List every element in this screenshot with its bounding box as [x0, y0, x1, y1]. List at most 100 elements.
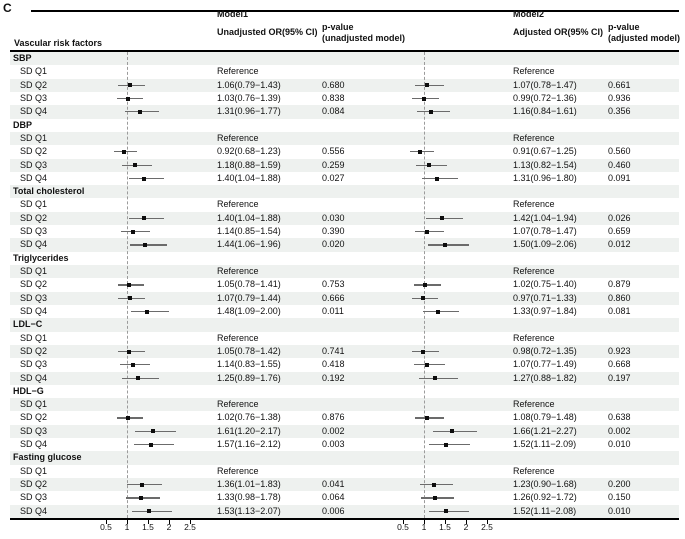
p-value-model1: 0.011	[322, 305, 344, 316]
or-marker-model2	[443, 509, 448, 514]
ci-line-model2	[415, 417, 445, 419]
ci-line-model2	[414, 84, 444, 86]
axis-tick-model1	[169, 520, 170, 524]
row-label: SD Q1	[20, 266, 48, 276]
or-value-model1: 1.31(0.96−1.77)	[217, 106, 281, 117]
ci-line-model1	[126, 497, 160, 499]
or-value-model1: 1.06(0.79−1.43)	[217, 79, 281, 90]
axis-tick-label-model2: 2.5	[481, 522, 493, 532]
row-label: SD Q3	[20, 159, 48, 170]
p-value-model2: 0.200	[608, 479, 631, 489]
p-value-model2: 0.659	[608, 226, 631, 237]
or-marker-model2	[435, 176, 440, 181]
p-value-model1: 0.259	[322, 159, 345, 170]
p-value-model2: 0.010	[608, 439, 631, 450]
row-label: SD Q3	[20, 92, 48, 103]
or-marker-model1	[127, 349, 132, 354]
or-value-model2: 1.52(1.11−2.09)	[513, 439, 577, 450]
or-value-model1: 1.48(1.09−2.00)	[217, 305, 281, 316]
risk-factor-row: SD Q4 1.48(1.09−2.00) 0.011 1.33(0.97−1.84)…	[10, 305, 679, 318]
ci-line-model2	[418, 377, 459, 379]
row-label: SD Q3	[20, 226, 48, 237]
p-value-model1: 0.680	[322, 79, 345, 90]
or-value-model2: 1.31(0.96−1.80)	[513, 172, 577, 183]
or-marker-model2	[431, 482, 436, 487]
or-marker-model2	[421, 96, 426, 101]
ci-line-model1	[133, 444, 175, 446]
section-header-row: SBP	[10, 52, 679, 66]
or-value-model1: 1.03(0.76−1.39)	[217, 92, 281, 103]
ci-line-model1	[129, 244, 168, 246]
model1-title: Model1	[217, 9, 249, 19]
risk-factor-row: SD Q4 1.31(0.96−1.77) 0.084 1.16(0.84−1.61)…	[10, 105, 679, 119]
row-label: SD Q4	[20, 305, 48, 316]
ci-line-model2	[412, 350, 439, 353]
or-marker-model2	[427, 163, 432, 168]
risk-factor-row: SD Q1 Reference Reference	[10, 398, 679, 412]
section-label: HDL−G	[13, 385, 44, 396]
or-value-model1: 1.05(0.78−1.41)	[217, 279, 281, 290]
ci-line-model2	[428, 510, 470, 512]
p-value-model1: 0.666	[322, 292, 345, 303]
or-value-model1: Reference	[217, 332, 259, 343]
row-label: SD Q3	[20, 492, 48, 503]
axis-tick-label-model1: 2	[166, 522, 172, 532]
ci-line-model1	[120, 231, 150, 233]
or-value-model1: 1.14(0.85−1.54)	[217, 226, 281, 237]
or-value-model2: 1.13(0.82−1.54)	[513, 159, 577, 170]
section-label: Total cholesterol	[13, 186, 85, 197]
or-marker-model1	[125, 416, 130, 421]
risk-factor-row: SD Q1 Reference Reference	[10, 465, 679, 478]
ci-line-model2	[410, 151, 435, 153]
ci-line-model2	[417, 111, 450, 113]
or-value-model1: Reference	[217, 399, 259, 410]
model1-pvalue-col-header-line1: p-value	[322, 22, 354, 32]
model1-or-col-header: Unadjusted OR(95% CI)	[217, 27, 318, 37]
or-marker-model2	[433, 376, 438, 381]
row-label: SD Q2	[20, 212, 48, 223]
p-value-model2: 0.081	[608, 305, 631, 316]
axis-tick-label-model2: 1	[421, 522, 427, 532]
p-value-model1: 0.002	[322, 425, 345, 436]
row-label: SD Q3	[20, 425, 48, 436]
row-label: SD Q4	[20, 172, 48, 183]
ci-line-model1	[135, 430, 177, 432]
p-value-model2: 0.026	[608, 212, 631, 223]
row-label: SD Q1	[20, 66, 48, 77]
p-value-model2: 0.356	[608, 106, 631, 117]
p-value-model2: 0.460	[608, 159, 631, 170]
model2-title: Model2	[513, 9, 545, 19]
row-label: SD Q4	[20, 106, 48, 117]
ci-line-model2	[414, 231, 444, 233]
or-value-model2: Reference	[513, 266, 555, 276]
model2-or-col-header: Adjusted OR(95% CI)	[513, 27, 604, 37]
ci-line-model2	[412, 97, 440, 100]
ci-line-model2	[432, 430, 478, 432]
risk-factor-row: SD Q1 Reference Reference	[10, 265, 679, 279]
top-rule	[31, 10, 679, 12]
row-label: SD Q1	[20, 199, 48, 210]
row-label: SD Q2	[20, 79, 48, 90]
or-value-model2: 1.42(1.04−1.94)	[513, 212, 577, 223]
p-value-model1: 0.192	[322, 372, 345, 383]
section-label: SBP	[13, 53, 32, 63]
or-marker-model1	[126, 96, 131, 101]
p-value-model1: 0.418	[322, 359, 345, 370]
row-label: SD Q2	[20, 146, 48, 157]
risk-factor-row: SD Q3 1.33(0.98−1.78) 0.064 1.26(0.92−1.72)…	[10, 491, 679, 504]
or-marker-model1	[148, 442, 153, 447]
section-header-row: Fasting glucose	[10, 451, 679, 465]
risk-factor-row: SD Q3 1.14(0.85−1.54) 0.390 1.07(0.78−1.47)…	[10, 225, 679, 238]
or-marker-model1	[127, 83, 132, 88]
or-value-model2: 0.99(0.72−1.36)	[513, 92, 577, 103]
p-value-model2: 0.002	[608, 425, 631, 436]
or-value-model1: 1.57(1.16−2.12)	[217, 439, 281, 450]
or-marker-model1	[141, 216, 146, 221]
or-marker-model2	[424, 229, 429, 234]
or-value-model1: 1.05(0.78−1.42)	[217, 345, 281, 356]
p-value-model2: 0.197	[608, 372, 631, 383]
axis-tick-model1	[106, 520, 107, 524]
or-value-model2: Reference	[513, 132, 555, 143]
row-label: SD Q1	[20, 332, 48, 343]
or-value-model2: 1.07(0.78−1.47)	[513, 226, 577, 237]
